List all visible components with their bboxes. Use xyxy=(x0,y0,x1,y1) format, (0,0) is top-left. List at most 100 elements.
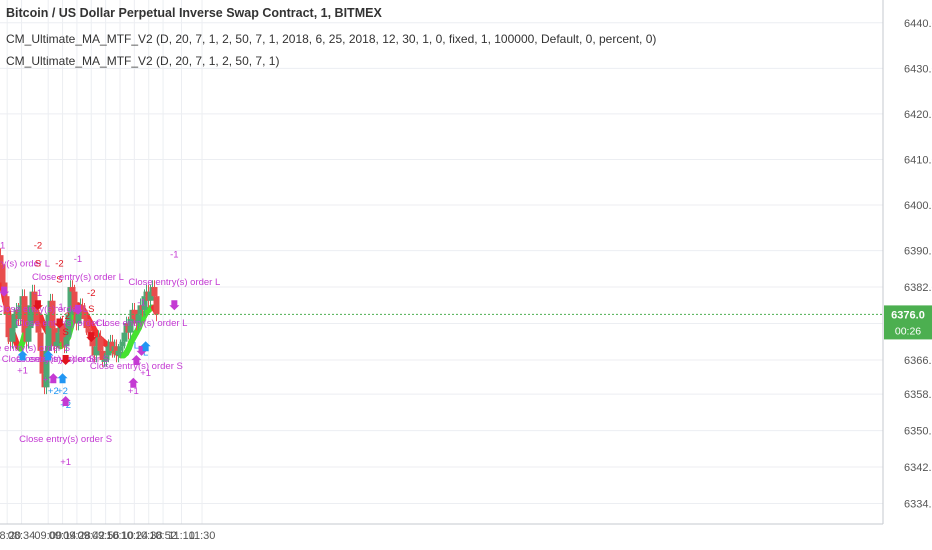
y-tick-label: 6350.5 xyxy=(904,426,932,438)
candle-body xyxy=(35,323,42,333)
x-tick-label: 10:52 xyxy=(149,530,177,542)
candle-body xyxy=(89,337,96,347)
y-tick-label: 6358.5 xyxy=(904,389,932,401)
arrow-up-icon xyxy=(128,377,139,388)
annotation-label: Close entry(s) order S xyxy=(0,343,70,354)
annotation-label: -2 xyxy=(61,311,69,322)
annotation-label: S xyxy=(56,275,62,286)
candle-body xyxy=(147,291,154,301)
annotation-label: S xyxy=(88,304,94,315)
annotation-label: +2 xyxy=(57,386,68,397)
indicator-legend-1[interactable]: CM_Ultimate_MA_MTF_V2 (D, 20, 7, 1, 2, 5… xyxy=(6,32,657,46)
candle-body xyxy=(75,314,82,324)
arrow-down-icon xyxy=(32,300,43,311)
x-tick-label: 11:30 xyxy=(189,530,216,542)
candle-body xyxy=(17,305,24,319)
y-tick-label: 6366.0 xyxy=(904,355,932,367)
candle-body xyxy=(65,314,72,338)
price-label-bg xyxy=(884,305,932,340)
y-tick-label: 6420.0 xyxy=(904,109,932,121)
arrow-up-icon xyxy=(43,350,54,361)
candle-body xyxy=(79,305,86,310)
candle-body xyxy=(51,328,58,347)
countdown-text: 00:26 xyxy=(895,325,921,337)
annotation-label: Close entry(s) order L xyxy=(96,318,188,329)
arrow-down-icon xyxy=(60,354,71,365)
x-tick-label: 10:24 xyxy=(121,530,149,542)
arrow-up-icon xyxy=(131,354,142,365)
candle-body xyxy=(53,341,60,347)
candle-body xyxy=(0,255,4,265)
candle-body xyxy=(119,341,126,347)
annotation-label: -1 xyxy=(0,240,5,251)
candle xyxy=(153,289,160,322)
chart-grid xyxy=(0,0,883,524)
annotation-label: +1 xyxy=(60,457,71,468)
y-tick-label: 6390.0 xyxy=(904,246,932,258)
candle-body xyxy=(127,318,134,333)
candle-body xyxy=(69,287,76,292)
candle xyxy=(99,344,106,367)
candle-body xyxy=(37,332,44,351)
y-tick-label: 6342.5 xyxy=(904,462,932,474)
last-price-label: 6376.0 00:26 xyxy=(884,305,932,340)
annotation-label: -1 xyxy=(34,288,42,299)
candle-body xyxy=(141,296,148,310)
y-tick-label: 6382.0 xyxy=(904,282,932,294)
price-axis[interactable]: 6440.0 6430.0 6420.0 6410.0 6400.0 6390.0 6382… xyxy=(904,18,932,511)
annotation-label: S xyxy=(62,327,68,338)
annotation-label: Close entry(s) order S xyxy=(19,434,112,445)
candle-body xyxy=(25,328,32,342)
x-tick-label: 09:00 xyxy=(34,530,62,542)
arrow-up-icon xyxy=(60,395,71,406)
strategy-annotations: -1 Close entry(s) order L -2 S -1 Close entry… xyxy=(0,240,220,468)
x-tick-label: 09:14 xyxy=(49,530,77,542)
annotation-label: -1 xyxy=(55,302,63,313)
y-tick-label: 6400.0 xyxy=(904,200,932,212)
annotation-label: -2 xyxy=(34,240,42,251)
candle xyxy=(51,321,58,354)
candle-body xyxy=(97,337,104,351)
time-axis[interactable]: 08:2008:3409:0009:1409:2809:4209:5610:10… xyxy=(0,530,215,542)
candle-body xyxy=(99,350,106,360)
y-tick-label: 6430.0 xyxy=(904,63,932,75)
candle-body xyxy=(31,291,38,310)
annotation-label: L xyxy=(134,341,139,352)
arrow-up-icon xyxy=(17,350,28,361)
candle xyxy=(67,280,74,322)
annotation-label: -1 xyxy=(170,249,178,260)
arrow-down-icon xyxy=(72,304,83,315)
candle-body xyxy=(121,332,128,342)
candle-body xyxy=(63,337,70,347)
candle-body xyxy=(117,346,124,351)
annotation-label: -2 xyxy=(87,288,95,299)
candle-body xyxy=(131,309,138,319)
annotation-label: +1 xyxy=(128,386,139,397)
x-tick-label: 09:42 xyxy=(78,530,106,542)
x-tick-label: 09:28 xyxy=(63,530,91,542)
chart-title: Bitcoin / US Dollar Perpetual Inverse Sw… xyxy=(6,6,382,20)
annotation-label: Close entry(s) order S xyxy=(90,361,183,372)
candle-body xyxy=(101,359,108,362)
annotation-label: +1 xyxy=(43,375,54,386)
arrow-up-icon xyxy=(140,341,151,352)
annotation-label: Close entry(s) order L xyxy=(0,259,50,270)
x-tick-label: 10:38 xyxy=(135,530,163,542)
annotation-label: -1 xyxy=(137,297,145,308)
candle-body xyxy=(43,350,50,388)
candle-body xyxy=(9,328,16,342)
indicator-legend-2[interactable]: CM_Ultimate_MA_MTF_V2 (D, 20, 7, 1, 2, 5… xyxy=(6,54,280,68)
x-tick-label: 10:10 xyxy=(106,530,134,542)
arrow-up-icon xyxy=(48,373,59,384)
candle-body xyxy=(153,296,160,315)
candle-body xyxy=(27,305,34,329)
candle-body xyxy=(59,323,66,342)
candle-body xyxy=(55,332,62,342)
candle-body xyxy=(33,309,40,324)
x-tick-label: 09:56 xyxy=(92,530,120,542)
y-tick-label: 6440.0 xyxy=(904,18,932,30)
candle-body xyxy=(11,314,18,329)
x-tick-label: 08:34 xyxy=(8,530,36,542)
y-tick-label: 6334.5 xyxy=(904,498,932,510)
